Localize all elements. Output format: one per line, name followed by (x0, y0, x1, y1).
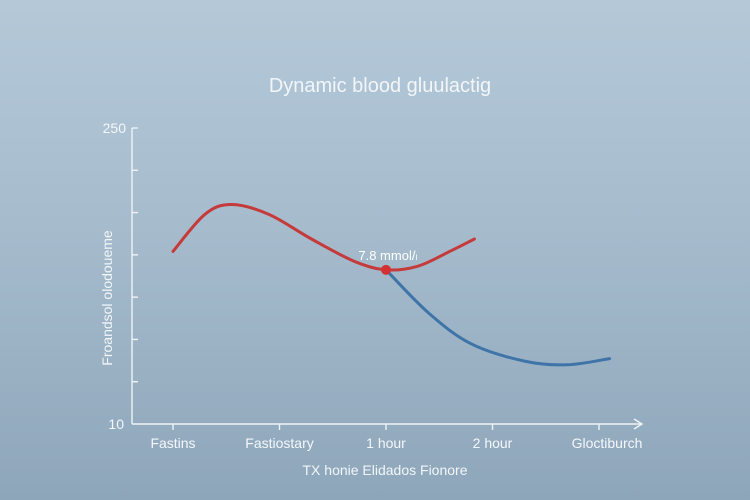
series-layer (171, 202, 612, 367)
annotation-label: 7.8 mmol/ₗ (358, 248, 417, 263)
x-tick-label: 1 hour (366, 435, 406, 451)
annotation-marker (381, 264, 391, 275)
series-line-1 (171, 202, 476, 272)
y-tick-labels: 250 10 (103, 120, 127, 432)
x-tick-labels: Fastins Fastiostary 1 hour 2 hour Gloctiburc… (150, 435, 642, 451)
series-line-2 (384, 268, 612, 367)
y-tick-label-bottom: 10 (108, 416, 124, 432)
y-axis-label: Froandsol olodoueme (99, 230, 115, 366)
x-tick-label: 2 hour (473, 435, 513, 451)
y-tick-label-top: 250 (103, 120, 127, 136)
x-tick-label: Fastiostary (245, 435, 313, 451)
chart-title: Dynamic blood gluulactig (269, 75, 491, 97)
x-axis-arrow (633, 418, 644, 430)
x-tick-label: Gloctiburch (572, 435, 643, 451)
x-tick-label: Fastins (150, 435, 195, 451)
x-axis-label: TX honie Elidados Fionore (303, 462, 468, 478)
annotation-layer: 7.8 mmol/ₗ (358, 248, 418, 275)
axes (131, 127, 644, 430)
